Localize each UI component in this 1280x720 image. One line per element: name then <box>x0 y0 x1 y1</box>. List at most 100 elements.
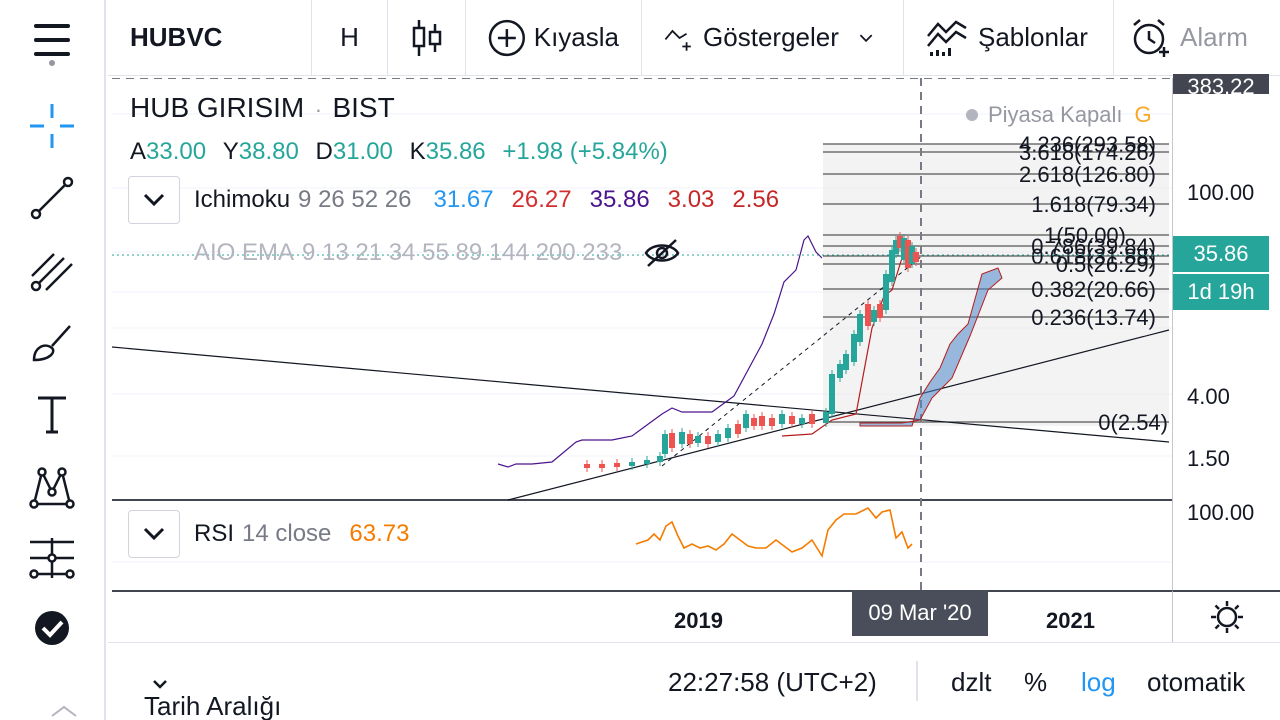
compare-button[interactable]: Kıyasla <box>466 0 642 76</box>
ichimoku-v3: 35.86 <box>589 186 650 213</box>
time-axis[interactable]: 2019 2021 <box>112 590 1172 642</box>
percent-toggle[interactable]: % <box>1024 667 1048 697</box>
fib-level-label: 1.618(79.34) <box>1031 192 1156 217</box>
candle-body <box>823 412 829 423</box>
high-value: 38.80 <box>238 138 299 165</box>
candle-body <box>669 433 675 448</box>
clock-label[interactable]: 22:27:58 (UTC+2) <box>668 667 877 697</box>
candle-body <box>897 236 903 248</box>
candle-body <box>889 250 895 282</box>
bottom-bar: Tarih Aralığı 22:27:58 (UTC+2) dzlt % lo… <box>108 642 1280 720</box>
candle-body <box>725 428 731 438</box>
fib-level-label: 3.618(174.26) <box>1019 140 1156 165</box>
collapse-indicators-button[interactable] <box>128 176 180 224</box>
candle-body <box>759 416 765 426</box>
check-icon[interactable] <box>22 598 82 658</box>
price-tick-100: 100.00 <box>1187 180 1255 205</box>
current-price-label: 35.86 <box>1193 241 1249 266</box>
crosshair-icon[interactable] <box>22 96 82 156</box>
indicators-button[interactable]: Göstergeler <box>642 0 904 76</box>
low-value: 31.00 <box>332 138 393 165</box>
text-icon[interactable] <box>22 384 82 444</box>
eye-off-icon[interactable] <box>644 238 680 268</box>
trend-line-icon[interactable] <box>22 168 82 228</box>
plus-circle-icon <box>488 19 525 56</box>
market-status-dot <box>966 109 978 121</box>
interval-label: H <box>340 22 359 52</box>
pattern-icon[interactable] <box>22 456 82 516</box>
fib-level-label: 2.618(126.80) <box>1019 162 1156 187</box>
candle-body <box>657 456 663 462</box>
candle-body <box>809 414 815 424</box>
symbol-label: HUBVC <box>130 22 223 52</box>
alarm-button[interactable]: Alarm <box>1114 0 1270 76</box>
ichimoku-base-line <box>781 257 903 437</box>
symbol-name: HUB GIRISIM <box>130 92 305 123</box>
alarm-label: Alarm <box>1180 22 1248 52</box>
change-value: +1.98 (+5.84%) <box>502 138 668 165</box>
chart-type-button[interactable] <box>388 0 466 76</box>
candle-body <box>751 418 757 426</box>
trend-line-up <box>507 329 1170 501</box>
candle-body <box>871 310 877 322</box>
price-chart[interactable]: 4.236(293.58)3.618(174.26)2.618(126.80) 1… <box>112 78 1172 640</box>
template-icon <box>927 19 967 56</box>
candle-body <box>779 414 785 424</box>
price-axis[interactable]: 383.22 100.00 35.86 1d 19h 4.00 1.50 100… <box>1172 74 1280 640</box>
ichimoku-v1: 31.67 <box>433 186 494 213</box>
aio-ema-legend[interactable]: AIO EMA 9 13 21 34 55 89 144 200 233 <box>194 238 680 268</box>
time-tick-2019: 2019 <box>674 608 723 633</box>
legend-separator: · <box>314 97 323 122</box>
chart-legend: HUB GIRISIM · BIST <box>130 92 395 124</box>
high-label: Y <box>222 138 239 165</box>
ichimoku-legend[interactable]: Ichimoku 9 26 52 26 31.67 26.27 35.86 3.… <box>128 176 779 224</box>
candle-body <box>913 252 919 262</box>
candle-body <box>893 240 899 254</box>
date-range-label: Tarih Aralığı <box>144 691 282 720</box>
indicators-label: Göstergeler <box>703 22 839 52</box>
date-range-button[interactable]: Tarih Aralığı <box>144 667 281 720</box>
chart-pane[interactable]: 4.236(293.58) 3.618(174.26) 2.618(126.80) 1… <box>112 78 1172 640</box>
rsi-name: RSI <box>194 520 235 547</box>
candle-body <box>743 414 749 428</box>
fib-zone <box>823 144 1169 426</box>
candle-body <box>687 434 693 444</box>
fib-level-label: 4.236(293.58) <box>1019 132 1156 157</box>
measure-icon[interactable] <box>22 528 82 588</box>
ichimoku-name: Ichimoku <box>194 186 291 213</box>
chevron-up-icon[interactable] <box>50 704 78 718</box>
templates-label: Şablonlar <box>978 22 1088 52</box>
log-toggle[interactable]: log <box>1081 667 1116 697</box>
candle-body <box>829 374 835 414</box>
fib-level-label: 0.382(20.66) <box>1031 277 1156 302</box>
interval-button[interactable]: H <box>312 0 388 76</box>
ichimoku-cloud <box>859 267 1003 427</box>
candle-body <box>695 436 701 443</box>
rsi-legend[interactable]: RSI 14 close 63.73 <box>128 510 409 558</box>
auto-toggle[interactable]: otomatik <box>1147 667 1246 697</box>
fib-icon[interactable] <box>22 240 82 300</box>
menu-icon[interactable] <box>24 16 80 72</box>
fib-level-label: 0.236(13.74) <box>1031 305 1156 330</box>
close-label: K <box>409 138 426 165</box>
exchange-name: BIST <box>332 92 395 123</box>
countdown-tag: 1d 19h <box>1173 274 1269 310</box>
adjust-toggle[interactable]: dzlt <box>951 667 992 697</box>
top-price-tag: 383.22 <box>1173 74 1269 94</box>
candle-body <box>843 354 849 370</box>
collapse-rsi-button[interactable] <box>128 510 180 558</box>
candle-body <box>769 418 775 426</box>
trend-line-down <box>112 346 1170 443</box>
compare-label: Kıyasla <box>533 22 619 52</box>
rsi-line <box>635 506 913 559</box>
top-toolbar: HUBVC H Kıyasla Göstergeler Şablonlar Al… <box>108 0 1280 76</box>
brush-icon[interactable] <box>22 312 82 372</box>
candle-body <box>599 464 605 468</box>
chart-settings-button[interactable] <box>1172 590 1280 642</box>
fib-level-label: 0(2.54) <box>1098 410 1168 435</box>
symbol-search-button[interactable]: HUBVC <box>108 0 312 76</box>
templates-button[interactable]: Şablonlar <box>904 0 1114 76</box>
market-status-label: Piyasa Kapalı <box>988 102 1123 127</box>
ichimoku-v4: 3.03 <box>667 186 715 213</box>
fib-level-label: 1(50.00) <box>1044 223 1126 248</box>
